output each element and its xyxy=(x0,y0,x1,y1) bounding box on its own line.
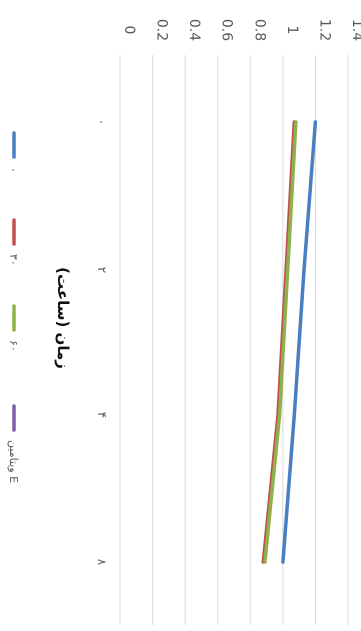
category-axis-tick-label: ۲ xyxy=(95,267,109,273)
series-line xyxy=(263,120,298,564)
category-axis-title: زمان (ساعت) xyxy=(54,267,72,369)
value-axis-tick-label: 0.6 xyxy=(219,19,235,41)
category-axis-tick-label: ۸ xyxy=(95,559,109,566)
value-axis-tick-label: 1.2 xyxy=(316,19,332,41)
series-line xyxy=(281,120,318,564)
legend-label: ۳۰ xyxy=(7,254,20,266)
series-lines xyxy=(261,120,318,564)
value-axis-tick-label: 0 xyxy=(121,26,137,35)
value-axis-tick-label: 1 xyxy=(284,26,300,35)
value-axis-tick-label: 0.4 xyxy=(186,19,202,41)
category-axis-tick-label: ۴ xyxy=(95,412,109,418)
legend-label: ۶۰ xyxy=(7,340,20,352)
value-axis-tick-label: 0.2 xyxy=(154,19,170,41)
legend-label: ویتامین E xyxy=(7,440,20,483)
legend-label: ۰ xyxy=(7,167,20,173)
category-axis-tick-label: ۰ xyxy=(95,119,109,125)
value-axis-tick-labels: 0 0.2 0.4 0.6 0.8 1 1.2 1.4 xyxy=(121,19,361,41)
legend: ۰ ۳۰ ۶۰ ویتامین E xyxy=(7,131,20,483)
category-axis-tick-labels: ۰ ۲ ۴ ۸ xyxy=(95,119,109,566)
value-axis-tick-label: 1.4 xyxy=(349,19,361,41)
value-axis-tick-label: 0.8 xyxy=(251,19,267,41)
